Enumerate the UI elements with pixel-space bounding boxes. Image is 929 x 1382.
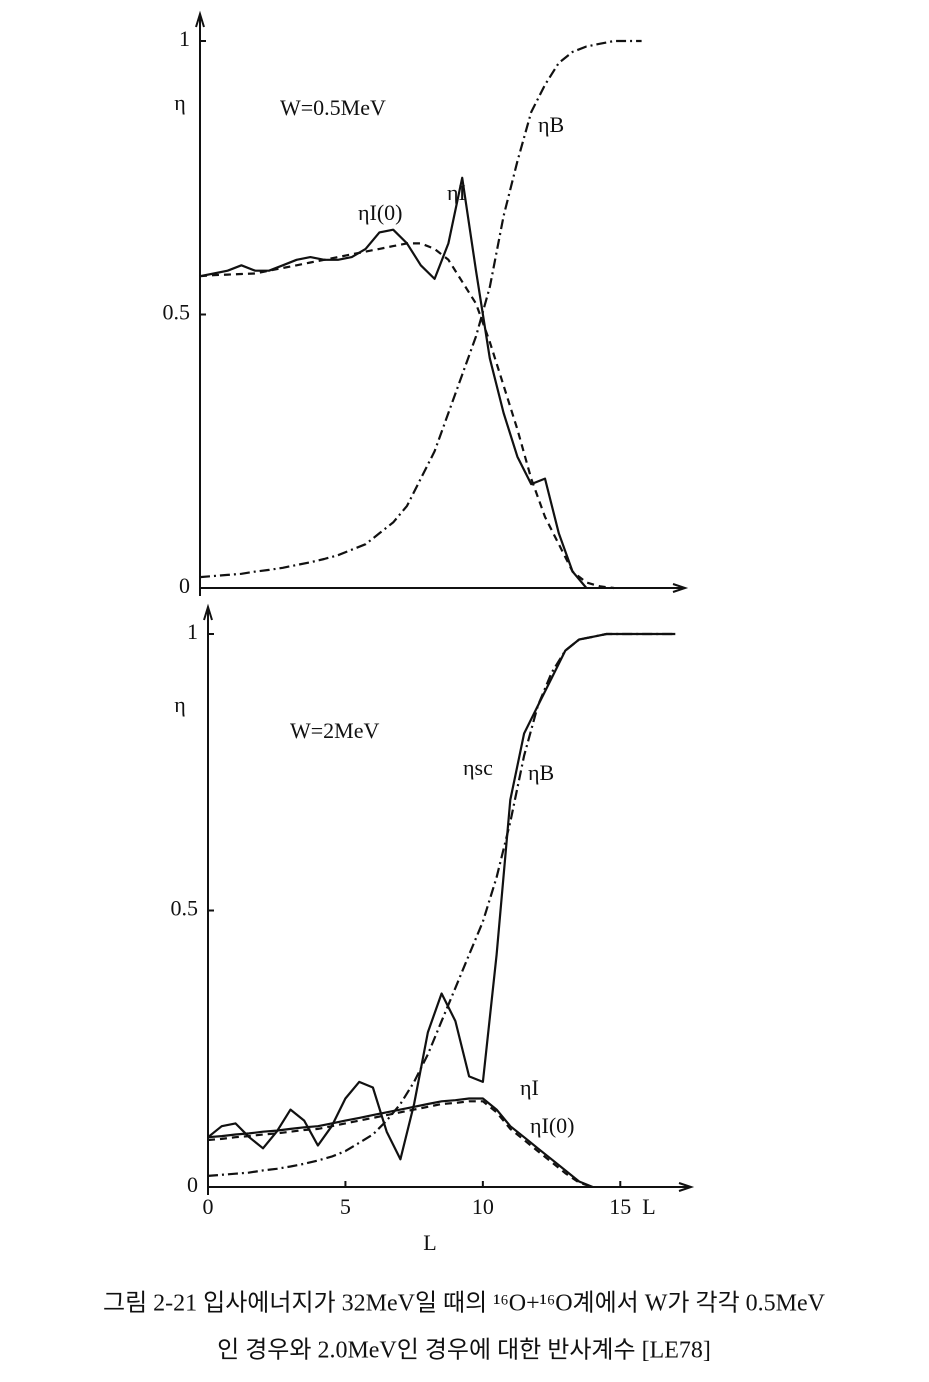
y-tick-label: 1 bbox=[179, 26, 190, 51]
x-axis-label: L bbox=[423, 1230, 436, 1255]
series-line bbox=[199, 39, 642, 579]
y-tick-label: 1 bbox=[187, 619, 198, 644]
series-label: ηB bbox=[528, 760, 554, 785]
x-tick-label: 10 bbox=[472, 1194, 494, 1219]
x-tick-label: 0 bbox=[203, 1194, 214, 1219]
y-tick-label: 0.5 bbox=[171, 896, 199, 921]
caption-line: 인 경우와 2.0MeV인 경우에 대한 반사계수 [LE78] bbox=[217, 1337, 711, 1364]
series-label: ηI bbox=[520, 1075, 539, 1100]
y-axis-arrow bbox=[203, 603, 213, 621]
series-label: ηI bbox=[447, 180, 466, 205]
y-axis-arrow bbox=[195, 10, 205, 28]
annotation: W=2MeV bbox=[290, 718, 379, 743]
x-tick-label: 15 bbox=[609, 1194, 631, 1219]
annotation: W=0.5MeV bbox=[280, 95, 386, 120]
series-label: ηI(0) bbox=[358, 200, 402, 225]
series-label: ηsc bbox=[463, 755, 493, 780]
y-tick-label: 0 bbox=[187, 1172, 198, 1197]
y-axis-label: η bbox=[174, 90, 186, 115]
series-line bbox=[207, 1097, 594, 1189]
y-axis-label: η bbox=[174, 692, 186, 717]
series-label: ηB bbox=[538, 112, 564, 137]
y-tick-label: 0 bbox=[179, 573, 190, 598]
series-line bbox=[199, 176, 588, 589]
x-axis-arrow bbox=[678, 1182, 695, 1192]
y-tick-label: 0.5 bbox=[163, 300, 191, 325]
x-axis-end-label: L bbox=[642, 1194, 655, 1219]
series-line bbox=[199, 242, 615, 590]
series-line bbox=[207, 632, 676, 1177]
series-line bbox=[207, 1100, 594, 1189]
series-line bbox=[207, 632, 676, 1161]
caption-line: 그림 2-21 입사에너지가 32MeV일 때의 ¹⁶O+¹⁶O계에서 W가 각… bbox=[103, 1290, 826, 1317]
x-tick-label: 5 bbox=[340, 1194, 351, 1219]
x-axis-arrow bbox=[672, 583, 689, 593]
series-label: ηI(0) bbox=[530, 1113, 574, 1138]
